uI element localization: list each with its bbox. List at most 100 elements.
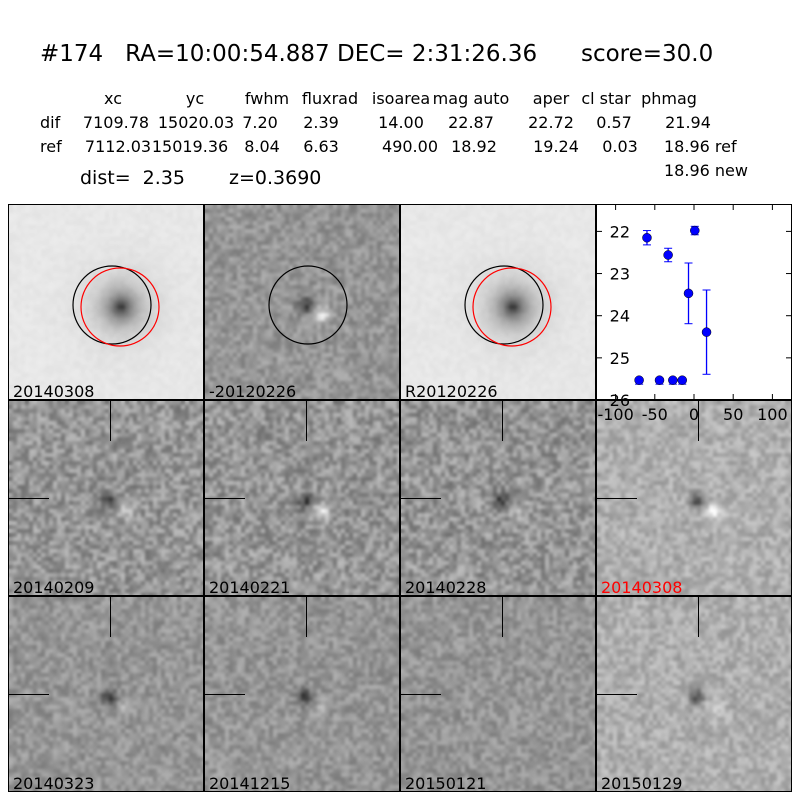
ref-label: ref <box>40 137 62 156</box>
column-header: yc <box>185 89 205 108</box>
image-panel-ref[interactable]: R20120226 <box>400 204 596 400</box>
image-panel-epoch[interactable]: 20140308 <box>596 400 792 596</box>
y-tick-label: 25 <box>610 349 630 368</box>
crosshair-horizontal <box>401 694 441 695</box>
data-point <box>683 288 694 299</box>
new-aperture-circle <box>80 267 160 347</box>
crosshair-vertical <box>306 597 307 637</box>
data-point <box>690 225 700 236</box>
image-panel-epoch[interactable]: 20140323 <box>8 596 204 792</box>
crosshair-vertical <box>698 401 699 441</box>
y-tick-label: 22 <box>610 222 630 241</box>
column-header: fwhm <box>244 89 290 108</box>
ref-value: 18.92 <box>451 137 497 156</box>
ref-aperture-circle <box>464 265 544 345</box>
image-panel-epoch[interactable]: 20140209 <box>8 400 204 596</box>
column-header: xc <box>104 89 122 108</box>
data-point <box>701 327 712 337</box>
upper-limit-point <box>668 375 678 385</box>
crosshair-horizontal <box>401 498 441 499</box>
dif-value: 21.94 <box>665 113 711 132</box>
dif-label: dif <box>40 113 61 132</box>
ref-value: 6.63 <box>303 137 339 156</box>
panel-date-label: 20140228 <box>405 578 487 596</box>
data-point <box>663 250 673 260</box>
ref-value: 15019.36 <box>151 137 229 156</box>
crosshair-horizontal <box>205 694 245 695</box>
panel-date-label: 20141215 <box>209 774 291 792</box>
image-panel-new[interactable]: 20140308 <box>8 204 204 400</box>
new-aperture-circle <box>472 267 552 347</box>
ref-aperture-circle <box>268 265 348 345</box>
crosshair-horizontal <box>9 694 49 695</box>
crosshair-vertical <box>110 597 111 637</box>
dif-value: 7.20 <box>242 113 278 132</box>
dif-value: 22.72 <box>528 113 574 132</box>
ref-value: 7112.03 <box>84 137 152 156</box>
candidate-title: #174 RA=10:00:54.887 DEC= 2:31:26.36 sco… <box>40 41 714 67</box>
crosshair-vertical <box>502 401 503 441</box>
ref-value: 18.96 ref <box>664 137 737 156</box>
x-tick-label: -50 <box>642 405 668 424</box>
crosshair-horizontal <box>597 498 637 499</box>
cutout-image <box>9 205 203 399</box>
panel-date-label: -20120226 <box>209 382 297 400</box>
panel-date-label: 20140308 <box>13 382 95 400</box>
image-panel-epoch[interactable]: 20150129 <box>596 596 792 792</box>
panel-date-label: 20140308 <box>601 578 683 596</box>
cutout-image <box>401 205 595 399</box>
panel-date-label: R20120226 <box>405 382 498 400</box>
image-panel-epoch[interactable]: 20140228 <box>400 400 596 596</box>
column-header: mag auto <box>432 89 510 108</box>
crosshair-vertical <box>306 401 307 441</box>
cutout-image <box>205 205 399 399</box>
panel-date-label: 20140323 <box>13 774 95 792</box>
dif-value: 14.00 <box>378 113 424 132</box>
y-tick-label: 26 <box>610 391 630 410</box>
panel-date-label: 20150121 <box>405 774 487 792</box>
dif-value: 2.39 <box>303 113 339 132</box>
x-tick-label: 0 <box>689 405 699 424</box>
image-panel-epoch[interactable]: 20141215 <box>204 596 400 792</box>
column-header: cl star <box>581 89 631 108</box>
dist-value: dist= 2.35 <box>80 167 185 189</box>
column-header: fluxrad <box>301 89 359 108</box>
image-panel-epoch[interactable]: 20150121 <box>400 596 596 792</box>
dif-value: 15020.03 <box>157 113 235 132</box>
ref-value: 8.04 <box>244 137 280 156</box>
x-tick-label: -100 <box>597 405 633 424</box>
panel-date-label: 20150129 <box>601 774 683 792</box>
image-panel-epoch[interactable]: 20140221 <box>204 400 400 596</box>
y-tick-label: 23 <box>610 265 630 284</box>
redshift-value: z=0.3690 <box>229 167 322 189</box>
plot-frame <box>596 204 792 400</box>
crosshair-vertical <box>502 597 503 637</box>
data-point <box>642 232 652 243</box>
ref-value: 19.24 <box>533 137 579 156</box>
crosshair-horizontal <box>205 498 245 499</box>
crosshair-horizontal <box>597 694 637 695</box>
dif-value: 0.57 <box>596 113 632 132</box>
new-phmag: 18.96 new <box>664 161 748 180</box>
panel-date-label: 20140221 <box>209 578 291 596</box>
light-curve-plot: -100 -50 0 50 100 22 23 24 25 26 <box>596 204 792 424</box>
column-header: phmag <box>641 89 697 108</box>
dif-value: 7109.78 <box>82 113 150 132</box>
crosshair-vertical <box>110 401 111 441</box>
upper-limit-point <box>654 375 665 385</box>
ref-aperture-circle <box>72 265 152 345</box>
ref-value: 490.00 <box>382 137 438 156</box>
y-tick-label: 24 <box>610 307 630 326</box>
dif-value: 22.87 <box>448 113 494 132</box>
crosshair-vertical <box>698 597 699 637</box>
ref-value: 0.03 <box>602 137 638 156</box>
column-header: aper <box>532 89 570 108</box>
panel-date-label: 20140209 <box>13 578 95 596</box>
crosshair-horizontal <box>9 498 49 499</box>
upper-limit-point <box>634 375 644 385</box>
image-panel-diff[interactable]: -20120226 <box>204 204 400 400</box>
upper-limit-point <box>677 375 687 385</box>
x-tick-label: 100 <box>757 405 788 424</box>
column-header: isoarea <box>371 89 431 108</box>
x-tick-label: 50 <box>723 405 743 424</box>
